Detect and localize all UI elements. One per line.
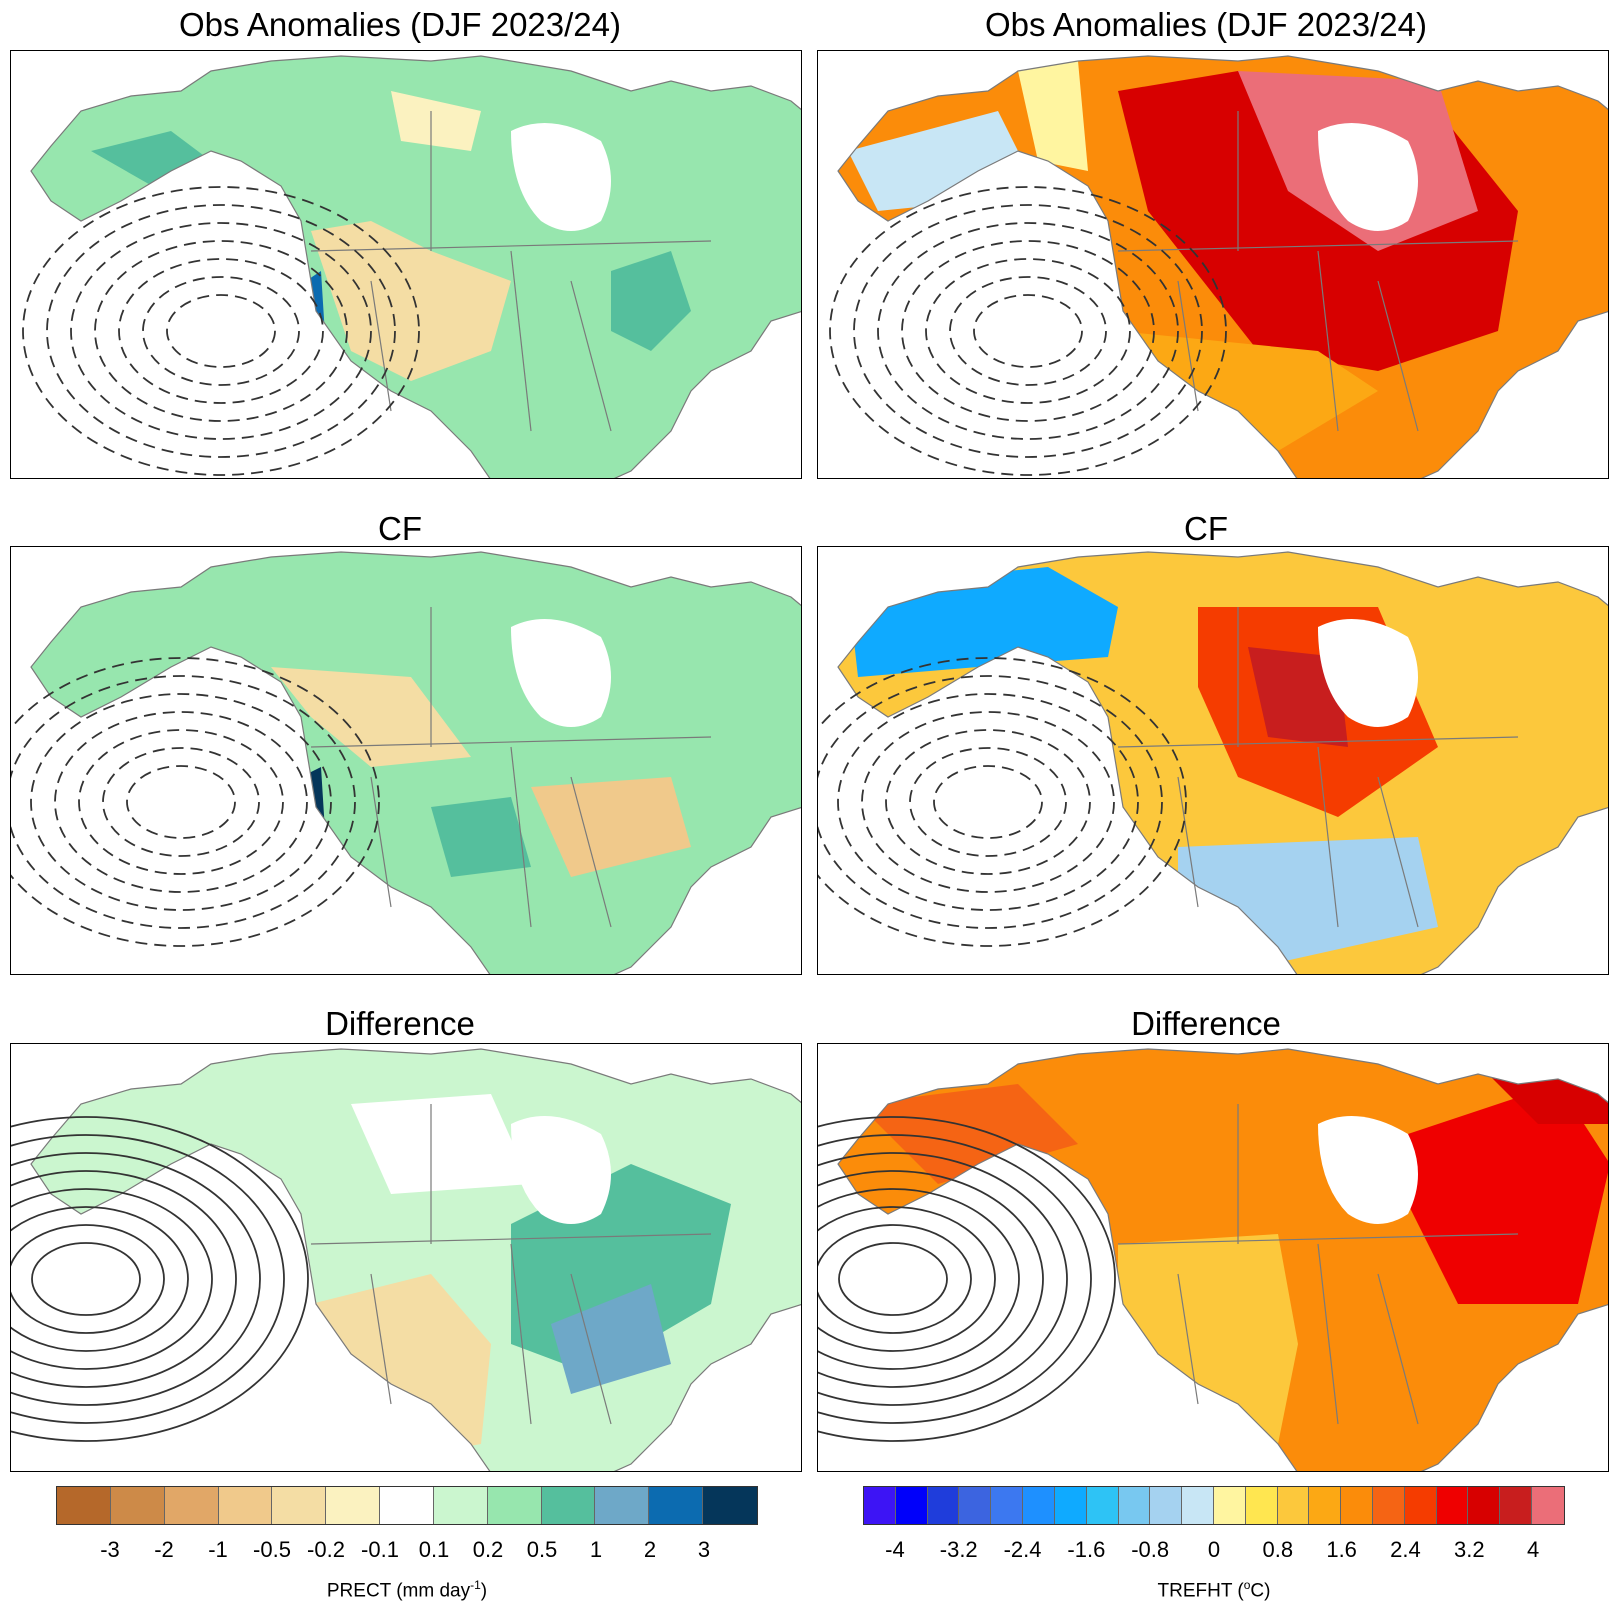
precip-units-close: ) <box>480 1580 488 1602</box>
colorbar-box <box>1309 1487 1342 1524</box>
colorbar-box <box>326 1487 381 1524</box>
colorbar-tick-label: 1.6 <box>1326 1537 1357 1562</box>
colorbar-box <box>649 1487 704 1524</box>
colorbar-box <box>487 1487 542 1524</box>
colorbar-tick-label: -1 <box>208 1537 228 1562</box>
colorbar-box <box>703 1487 757 1524</box>
colorbar-tick-label: 3 <box>697 1537 711 1562</box>
colorbar-tick-label: 0.5 <box>526 1537 558 1562</box>
colorbar-box <box>1118 1487 1151 1524</box>
map-temp-diff <box>817 1043 1609 1472</box>
temp-units-exp: o <box>1243 1578 1251 1592</box>
colorbar-tick-label: 0.1 <box>418 1537 450 1562</box>
colorbar-tick-label: 0.2 <box>472 1537 504 1562</box>
colorbar-tick-label: 0.8 <box>1262 1537 1294 1562</box>
colorbar-box <box>218 1487 273 1524</box>
colorbar-tick-label: -2 <box>154 1537 174 1562</box>
colorbar-tick-label: 0 <box>1207 1537 1221 1562</box>
precip-units-exp: -1 <box>470 1578 481 1592</box>
colorbar-box <box>1150 1487 1183 1524</box>
colorbar-box <box>1182 1487 1214 1524</box>
title-left-cf: CF <box>378 510 422 547</box>
map-precip-obs <box>10 50 802 479</box>
colorbar-box <box>1054 1487 1087 1524</box>
colorbar-tick-label: -0.5 <box>253 1537 291 1562</box>
colorbar-tick-label: -3 <box>100 1537 120 1562</box>
colorbar-box <box>1532 1487 1564 1524</box>
colorbar-box <box>110 1487 165 1524</box>
colorbar-tick-label: 2.4 <box>1390 1537 1421 1562</box>
colorbar-box <box>272 1487 327 1524</box>
colorbar-tick-label: -0.1 <box>361 1537 399 1562</box>
colorbar-box <box>1086 1487 1119 1524</box>
colorbar-box <box>1341 1487 1373 1524</box>
colorbar-tick-label: 4 <box>1526 1537 1540 1562</box>
title-right-diff: Difference <box>1131 1005 1281 1042</box>
colorbar-tick-label: 3.2 <box>1453 1537 1485 1562</box>
colorbar-box <box>895 1487 928 1524</box>
colorbar-box <box>1468 1487 1501 1524</box>
precip-units: (mm day <box>396 1580 471 1602</box>
colorbar-box <box>1373 1487 1405 1524</box>
colorbar-box <box>1023 1487 1055 1524</box>
temp-units: ( <box>1237 1580 1244 1602</box>
map-precip-diff <box>10 1043 802 1472</box>
map-temp-obs <box>817 50 1609 479</box>
temp-units-close: C) <box>1250 1580 1271 1602</box>
colorbar-box <box>1436 1487 1469 1524</box>
colorbar-box <box>959 1487 992 1524</box>
colorbar-tick-label: -2.4 <box>1003 1537 1042 1562</box>
colorbar-box <box>595 1487 650 1524</box>
colorbar-box <box>1213 1487 1246 1524</box>
colorbar-box <box>991 1487 1024 1524</box>
colorbar-box <box>864 1487 896 1524</box>
colorbar-box <box>433 1487 488 1524</box>
precip-variable: PRECT <box>326 1580 391 1602</box>
colorbar-tick-label: -1.6 <box>1067 1537 1106 1562</box>
colorbar-box <box>927 1487 960 1524</box>
colorbar-box <box>541 1487 596 1524</box>
precip-colorbar-label: PRECT (mm day-1) <box>327 1578 487 1602</box>
colorbar-box <box>380 1487 434 1524</box>
precip-colorbar <box>56 1486 758 1525</box>
temp-colorbar-label: TREFHT (oC) <box>1158 1578 1271 1602</box>
map-temp-cf <box>817 546 1609 975</box>
colorbar-tick-label: -3.2 <box>939 1537 978 1562</box>
map-precip-cf <box>10 546 802 975</box>
title-left-obs: Obs Anomalies (DJF 2023/24) <box>178 6 622 43</box>
colorbar-tick-label: 1 <box>589 1537 603 1562</box>
colorbar-tick-label: -0.8 <box>1131 1537 1170 1562</box>
colorbar-box <box>1245 1487 1278 1524</box>
colorbar-box <box>1404 1487 1437 1524</box>
colorbar-tick-label: -0.2 <box>307 1537 345 1562</box>
temp-variable: TREFHT <box>1157 1580 1233 1602</box>
temp-colorbar <box>863 1486 1565 1525</box>
title-right-obs: Obs Anomalies (DJF 2023/24) <box>984 6 1428 43</box>
colorbar-box <box>164 1487 219 1524</box>
title-left-diff: Difference <box>325 1005 475 1042</box>
colorbar-tick-label: 2 <box>643 1537 657 1562</box>
title-right-cf: CF <box>1184 510 1228 547</box>
colorbar-box <box>1277 1487 1310 1524</box>
colorbar-box <box>57 1487 111 1524</box>
colorbar-tick-label: -4 <box>885 1537 905 1562</box>
colorbar-box <box>1500 1487 1533 1524</box>
